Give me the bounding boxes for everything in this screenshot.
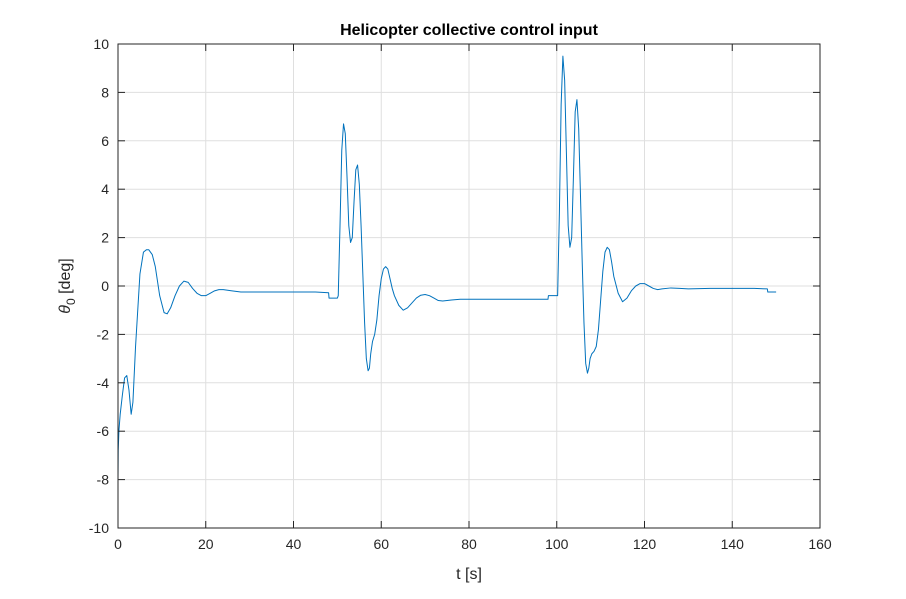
x-tick-label: 20: [198, 536, 214, 552]
y-axis-label-unit: [deg]: [57, 258, 74, 298]
x-tick-label: 0: [114, 536, 122, 552]
y-tick-label: 0: [101, 278, 109, 294]
x-tick-label: 100: [545, 536, 569, 552]
series-group: [117, 55, 777, 480]
y-tick-labels: -10 -8 -6 -4 -2 0 2 4 6 8 10: [89, 36, 109, 536]
y-tick-label: 8: [101, 84, 109, 100]
x-tick-label: 80: [461, 536, 477, 552]
y-tick-label: 10: [93, 36, 109, 52]
y-tick-label: -4: [97, 375, 110, 391]
chart-title: Helicopter collective control input: [340, 22, 598, 39]
axis-ticks: [117, 43, 821, 529]
y-tick-label: 6: [101, 133, 109, 149]
y-axis-label-symbol: θ: [57, 305, 74, 314]
y-tick-label: 4: [101, 181, 109, 197]
x-tick-label: 140: [721, 536, 745, 552]
series-line: [117, 55, 777, 480]
x-tick-label: 60: [373, 536, 389, 552]
y-tick-label: -2: [97, 326, 110, 342]
y-tick-label: -10: [89, 520, 109, 536]
y-tick-label: -8: [97, 472, 110, 488]
y-tick-label: 2: [101, 230, 109, 246]
x-axis-label: t [s]: [456, 566, 482, 583]
y-axis-label-subscript: 0: [64, 298, 78, 305]
x-tick-label: 160: [808, 536, 832, 552]
x-tick-label: 40: [286, 536, 302, 552]
y-axis-label: θ0 [deg]: [57, 258, 78, 313]
y-tick-label: -6: [97, 423, 110, 439]
x-tick-labels: 0 20 40 60 80 100 120 140 160: [114, 536, 832, 552]
x-tick-label: 120: [633, 536, 657, 552]
